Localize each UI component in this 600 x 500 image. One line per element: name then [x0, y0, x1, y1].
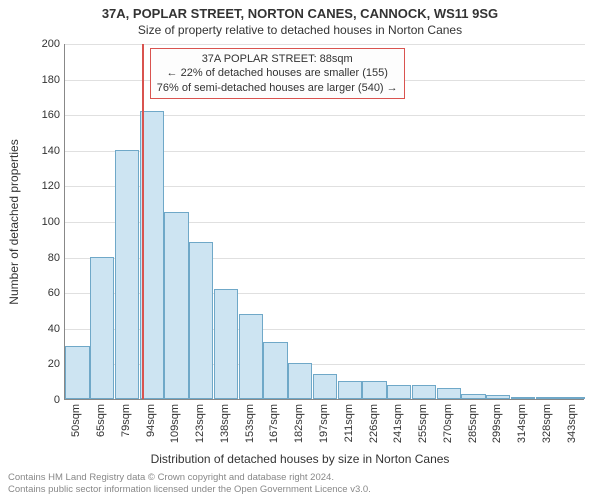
y-tick-label: 180 [26, 74, 60, 86]
y-tick-label: 20 [26, 358, 60, 370]
x-tick-label: 153sqm [244, 404, 256, 443]
histogram-bar [214, 289, 238, 399]
reference-line [142, 44, 144, 399]
histogram-bar [338, 381, 362, 399]
x-tick-label: 226sqm [368, 404, 380, 443]
histogram-bar [263, 342, 287, 399]
histogram-bar [387, 385, 411, 399]
y-tick-label: 0 [26, 394, 60, 406]
x-tick-label: 211sqm [343, 404, 355, 442]
histogram-bar [437, 388, 461, 399]
x-tick-label: 285sqm [467, 404, 479, 443]
histogram-bar [239, 314, 263, 399]
reference-annotation: 37A POPLAR STREET: 88sqm← 22% of detache… [150, 48, 405, 99]
histogram-bar [560, 397, 584, 399]
x-tick-label: 314sqm [516, 404, 528, 443]
x-tick-label: 241sqm [392, 404, 404, 443]
y-tick-label: 40 [26, 323, 60, 335]
property-size-histogram: 37A, POPLAR STREET, NORTON CANES, CANNOC… [0, 0, 600, 500]
x-tick-label: 123sqm [194, 404, 206, 443]
x-tick-label: 197sqm [318, 404, 330, 443]
x-tick-label: 109sqm [169, 404, 181, 443]
footer-line-2: Contains public sector information licen… [8, 484, 371, 496]
histogram-bar [362, 381, 386, 399]
histogram-bar [486, 395, 510, 399]
histogram-bar [115, 150, 139, 399]
footer-line-1: Contains HM Land Registry data © Crown c… [8, 472, 371, 484]
y-tick-label: 60 [26, 287, 60, 299]
x-tick-label: 270sqm [442, 404, 454, 443]
histogram-bar [511, 397, 535, 399]
x-tick-label: 182sqm [293, 404, 305, 443]
x-tick-label: 65sqm [95, 404, 107, 437]
histogram-bar [189, 242, 213, 399]
x-tick-label: 328sqm [541, 404, 553, 443]
histogram-bar [90, 257, 114, 399]
annot-smaller: ← 22% of detached houses are smaller (15… [157, 66, 398, 80]
plot-area: 37A POPLAR STREET: 88sqm← 22% of detache… [64, 44, 584, 400]
x-tick-label: 94sqm [145, 404, 157, 437]
x-tick-label: 167sqm [268, 404, 280, 443]
x-tick-label: 343sqm [566, 404, 578, 443]
chart-title: 37A, POPLAR STREET, NORTON CANES, CANNOC… [0, 6, 600, 21]
x-tick-label: 138sqm [219, 404, 231, 443]
histogram-bar [65, 346, 89, 399]
y-tick-label: 140 [26, 145, 60, 157]
annot-property: 37A POPLAR STREET: 88sqm [157, 52, 398, 66]
annot-larger: 76% of semi-detached houses are larger (… [157, 81, 398, 95]
histogram-bar [288, 363, 312, 399]
chart-subtitle: Size of property relative to detached ho… [0, 23, 600, 37]
histogram-bar [164, 212, 188, 399]
histogram-bar [412, 385, 436, 399]
y-tick-label: 100 [26, 216, 60, 228]
y-tick-label: 120 [26, 180, 60, 192]
attribution-footer: Contains HM Land Registry data © Crown c… [8, 472, 371, 496]
y-tick-label: 80 [26, 252, 60, 264]
x-tick-label: 50sqm [70, 404, 82, 437]
x-axis-label: Distribution of detached houses by size … [0, 452, 600, 466]
histogram-bar [461, 394, 485, 399]
x-tick-label: 255sqm [417, 404, 429, 443]
y-tick-label: 160 [26, 109, 60, 121]
x-tick-label: 299sqm [491, 404, 503, 443]
y-tick-label: 200 [26, 38, 60, 50]
x-tick-label: 79sqm [120, 404, 132, 437]
histogram-bar [536, 397, 560, 399]
histogram-bar [313, 374, 337, 399]
y-axis-label: Number of detached properties [7, 139, 21, 304]
chart-title-block: 37A, POPLAR STREET, NORTON CANES, CANNOC… [0, 6, 600, 37]
